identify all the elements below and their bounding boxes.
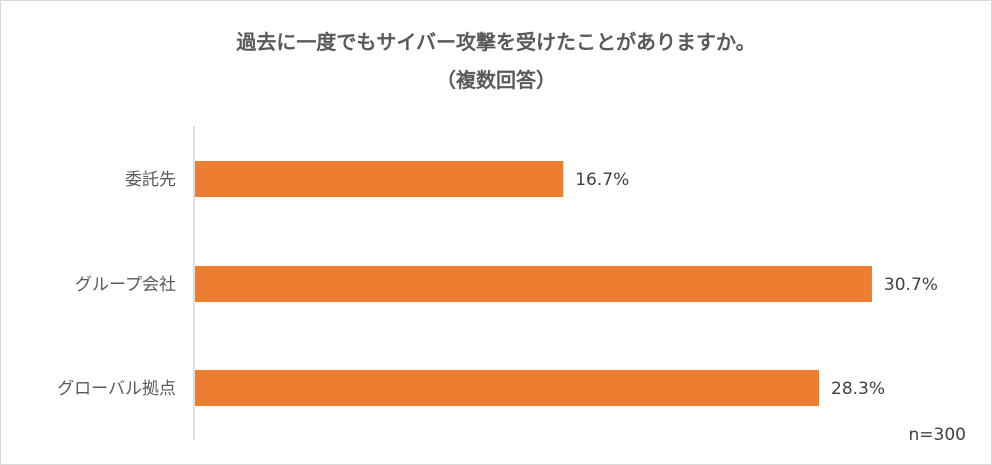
value-label-3: 28.3% [831,379,885,399]
bar-1 [195,161,564,197]
bar-2 [195,266,872,302]
category-label-3: グローバル拠点 [57,379,176,399]
category-label-2: グループ会社 [75,275,176,295]
bar-3 [195,370,820,406]
sample-size-note: n=300 [908,425,966,445]
bars-group: 委託先 16.7% グループ会社 30.7% グローバル拠点 28.3% [57,161,938,406]
chart-title: 過去に一度でもサイバー攻撃を受けたことがありますか。 [236,30,756,54]
chart-subtitle: （複数回答） [436,68,556,92]
value-label-1: 16.7% [575,170,629,190]
value-label-2: 30.7% [884,275,938,295]
category-label-1: 委託先 [125,170,176,190]
